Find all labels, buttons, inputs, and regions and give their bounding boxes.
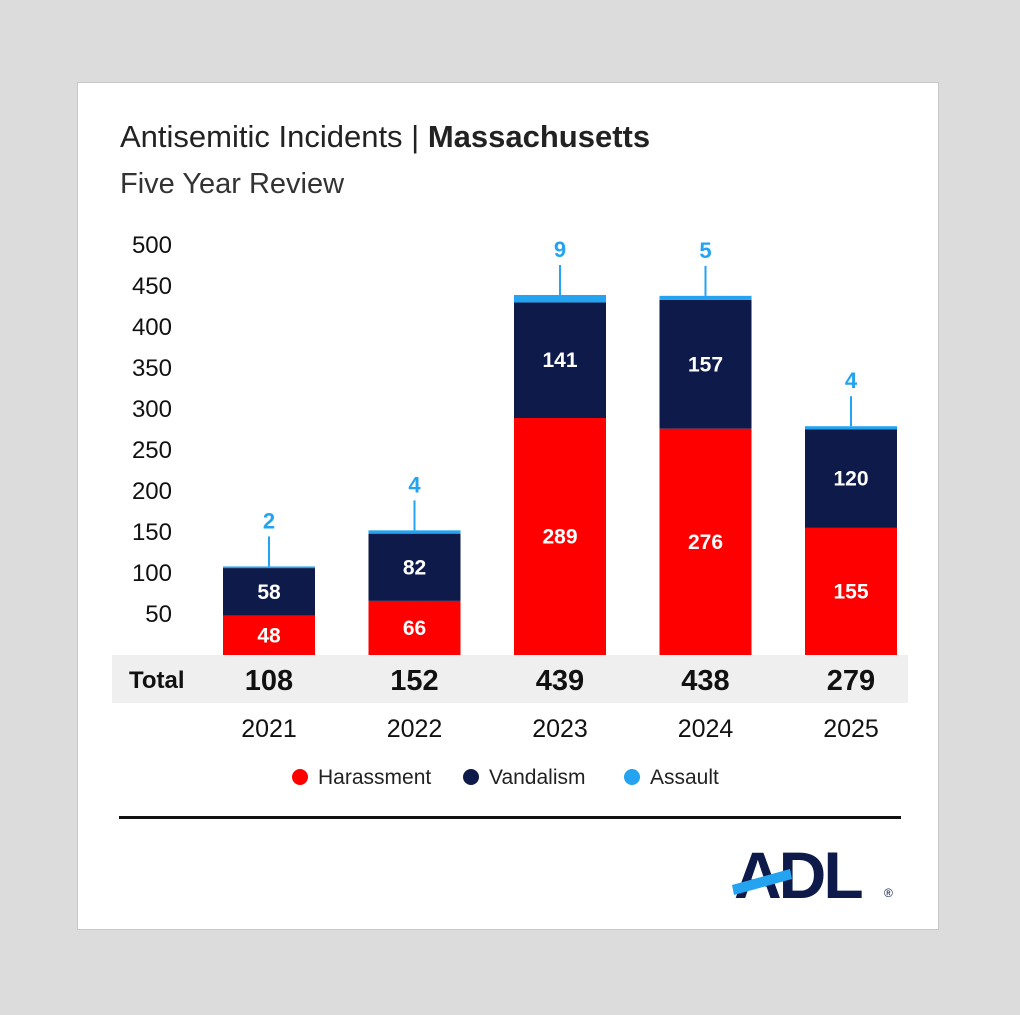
totals-band [112, 655, 908, 703]
y-tick-label: 250 [132, 437, 172, 464]
chart-title: Antisemitic Incidents | Massachusetts [120, 119, 650, 154]
data-label-vandalism: 82 [403, 556, 426, 579]
total-value: 108 [245, 665, 293, 697]
bars-group: 48 58 2 66 82 4 289 141 9 276 157 5 155 120 4 [223, 237, 897, 655]
bar-vandalism [514, 302, 606, 419]
adl-logo-text: ADL [734, 838, 862, 912]
data-label-vandalism: 157 [688, 353, 723, 376]
data-label-harassment: 48 [257, 624, 281, 647]
bar-harassment [659, 428, 752, 655]
x-tick-label: 2023 [532, 715, 588, 743]
x-tick-label: 2024 [678, 715, 734, 743]
totals-label: Total [129, 667, 185, 694]
data-label-assault: 4 [845, 368, 858, 393]
legend-marker [292, 769, 308, 785]
bar-harassment [368, 600, 461, 655]
chart-title-bold: Massachusetts [428, 119, 650, 154]
totals-group: 108 152 439 438 279 [245, 665, 875, 697]
registered-mark-icon: ® [884, 886, 893, 900]
y-tick-label: 300 [132, 396, 172, 423]
data-label-vandalism: 120 [833, 468, 868, 491]
adl-logo: ADL ® [732, 838, 893, 912]
y-tick-label: 500 [132, 232, 172, 259]
chart-subtitle: Five Year Review [120, 168, 345, 200]
data-label-assault: 9 [554, 237, 566, 262]
x-tick-label: 2022 [387, 715, 443, 743]
adl-logo-swoosh [732, 869, 792, 895]
y-tick-label: 50 [145, 601, 172, 628]
data-label-harassment: 66 [403, 617, 426, 640]
data-label-harassment: 289 [542, 526, 577, 549]
chart-title-regular: Antisemitic Incidents | [120, 119, 428, 154]
legend-marker [624, 769, 640, 785]
data-label-vandalism: 58 [257, 581, 281, 604]
bar-assault [368, 530, 461, 534]
total-value: 152 [390, 665, 438, 697]
x-axis-labels: 2021 2022 2023 2024 2025 [241, 715, 879, 743]
y-tick-label: 200 [132, 478, 172, 505]
y-tick-label: 450 [132, 273, 172, 300]
bar-vandalism [659, 299, 752, 429]
bar-vandalism [368, 533, 461, 601]
y-axis: 50 100 150 200 250 300 350 400 450 500 [132, 232, 172, 628]
total-value: 438 [681, 665, 729, 697]
x-tick-label: 2021 [241, 715, 297, 743]
bar-assault [805, 426, 897, 430]
data-label-assault: 4 [408, 472, 421, 497]
stacked-bar-chart: Antisemitic Incidents | Massachusetts Fi… [112, 119, 908, 912]
data-label-assault: 5 [699, 238, 711, 263]
bar-assault [223, 566, 315, 569]
total-value: 279 [827, 665, 875, 697]
bar-vandalism [805, 429, 897, 528]
bar-harassment [514, 418, 606, 655]
chart-card: Antisemitic Incidents | Massachusetts Fi… [77, 82, 939, 930]
data-label-harassment: 155 [833, 580, 868, 603]
data-label-assault: 2 [263, 508, 275, 533]
bar-assault [659, 295, 752, 300]
x-tick-label: 2025 [823, 715, 879, 743]
divider-line [119, 816, 901, 819]
bar-assault [514, 295, 606, 303]
data-label-harassment: 276 [688, 531, 723, 554]
y-tick-label: 350 [132, 355, 172, 382]
data-label-vandalism: 141 [542, 349, 577, 372]
total-value: 439 [536, 665, 584, 697]
y-tick-label: 100 [132, 560, 172, 587]
bar-vandalism [223, 568, 315, 616]
y-tick-label: 400 [132, 314, 172, 341]
legend: Harassment Vandalism Assault [292, 766, 719, 789]
legend-marker [463, 769, 479, 785]
bar-harassment [805, 527, 897, 655]
bar-harassment [223, 615, 315, 655]
legend-label: Harassment [318, 766, 431, 789]
y-tick-label: 150 [132, 519, 172, 546]
legend-label: Assault [650, 766, 719, 789]
legend-label: Vandalism [489, 766, 586, 789]
